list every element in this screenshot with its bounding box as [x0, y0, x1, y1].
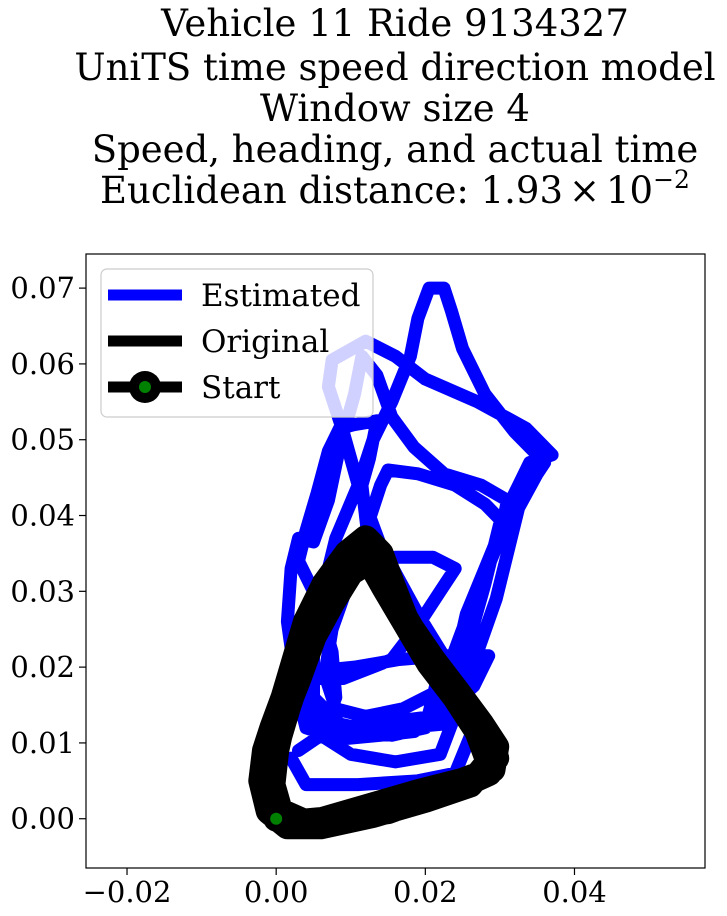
series-line-estimated	[280, 281, 559, 792]
plot-area	[85, 253, 706, 869]
distance-times: ×	[569, 169, 600, 212]
distance-mantissa: 1.93	[481, 169, 563, 212]
legend-box	[100, 268, 374, 418]
x-tick-label: −0.02	[83, 875, 172, 909]
series-line-original	[248, 525, 510, 840]
distance-exponent: −2	[653, 165, 690, 194]
title-line-1: Vehicle 11 Ride 9134327	[160, 2, 629, 45]
x-tick-label: 0.00	[244, 875, 309, 909]
y-tick-label: 0.04	[10, 499, 75, 533]
title-line-3: Window size 4	[260, 87, 530, 130]
y-tick-label: 0.07	[10, 271, 75, 305]
y-tick-label: 0.02	[10, 650, 75, 684]
y-tick-label: 0.06	[10, 347, 75, 381]
legend: Estimated Original Start	[100, 268, 374, 418]
legend-original-label: Original	[201, 324, 329, 360]
x-tick-label: 0.04	[542, 875, 607, 909]
legend-estimated-label: Estimated	[201, 278, 360, 314]
y-tick-label: 0.05	[10, 423, 75, 457]
y-tick-label: 0.00	[10, 802, 75, 836]
series-layer	[248, 281, 559, 840]
start-marker	[270, 812, 283, 825]
plot-frame	[85, 253, 706, 869]
x-tick-label: 0.02	[393, 875, 458, 909]
title-line-5-distance: Euclidean distance: 1.93 × 10−2	[100, 165, 690, 212]
y-tick-label: 0.03	[10, 574, 75, 608]
axes-layer: −0.02 0.00 0.02 0.04 0.00 0.01 0.02 0.03 0.04 0.0…	[10, 271, 606, 909]
legend-start-label: Start	[201, 370, 281, 406]
legend-start-marker-inner	[139, 381, 151, 393]
distance-base: 10	[606, 169, 653, 212]
y-tick-label: 0.01	[10, 726, 75, 760]
title-line-4: Speed, heading, and actual time	[92, 128, 699, 171]
distance-prefix: Euclidean distance:	[100, 169, 481, 212]
chart-title: Vehicle 11 Ride 9134327 UniTS time speed…	[74, 2, 715, 212]
title-line-2: UniTS time speed direction model	[74, 46, 715, 89]
